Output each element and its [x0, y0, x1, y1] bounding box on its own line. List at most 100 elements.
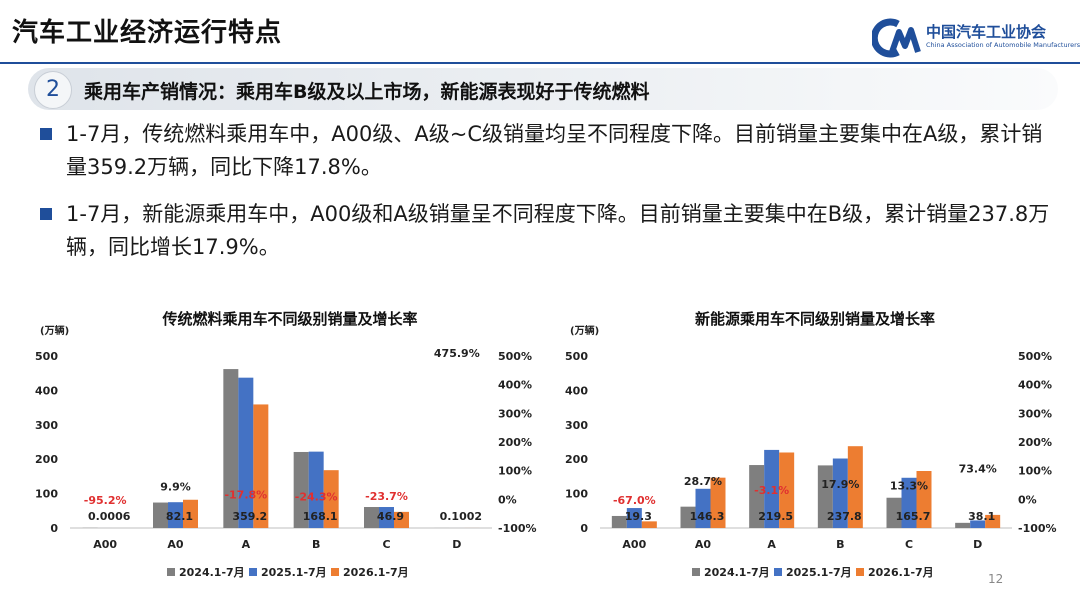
bar-2026.1-7月: [916, 470, 932, 528]
x-tick-label: B: [312, 538, 320, 551]
growth-label: 73.4%: [959, 462, 997, 475]
growth-label: -23.7%: [365, 490, 408, 503]
chart-traditional-fuel: 传统燃料乘用车不同级别销量及增长率 (万辆) 0 100 200 300 400 500 -10…: [30, 298, 550, 588]
bar-2024.1-7月: [153, 502, 168, 528]
bullet-square-icon: [40, 128, 52, 140]
legend-swatch: [774, 568, 782, 576]
header-divider: [0, 62, 1080, 64]
bar-2025.1-7月: [832, 458, 848, 528]
bar-2024.1-7月: [364, 507, 379, 528]
section-title: 乘用车产销情况：乘用车B级及以上市场，新能源表现好于传统燃料: [84, 81, 650, 103]
legend-label: 2025.1-7月: [261, 566, 327, 579]
section-banner: [28, 68, 1058, 110]
y2-tick-label: 500%: [498, 350, 532, 363]
value-label: 359.2: [232, 510, 267, 523]
logo-text-en: China Association of Automobile Manufact…: [926, 41, 1080, 49]
value-label: 146.3: [690, 510, 725, 523]
bar-2026.1-7月: [847, 446, 863, 528]
legend-swatch: [167, 568, 175, 576]
logo: 中国汽车工业协会 China Association of Automobile…: [872, 16, 1080, 60]
growth-label: -67.0%: [613, 494, 656, 507]
y-tick-label: 0: [580, 522, 588, 535]
y2-tick-label: 0%: [1018, 493, 1037, 506]
x-tick-label: A00: [622, 538, 646, 551]
bar-2026.1-7月: [323, 470, 339, 528]
growth-label: 17.9%: [821, 478, 859, 491]
bar-2024.1-7月: [817, 465, 833, 528]
y-tick-label: 500: [35, 350, 58, 363]
legend-label: 2024.1-7月: [704, 566, 770, 579]
bar-2025.1-7月: [695, 488, 711, 528]
x-tick-label: C: [905, 538, 913, 551]
growth-label: 13.3%: [890, 480, 928, 493]
bar-2026.1-7月: [985, 514, 1001, 528]
y2-tick-label: 200%: [498, 436, 532, 449]
bar-2026.1-7月: [394, 511, 409, 528]
y-axis-unit: (万辆): [40, 324, 69, 337]
x-tick-label: A0: [695, 538, 712, 551]
y2-tick-label: 0%: [498, 493, 517, 506]
legend-swatch: [249, 568, 257, 576]
value-label: 165.7: [896, 510, 931, 523]
growth-label: -95.2%: [84, 494, 127, 507]
value-label: 168.1: [303, 510, 338, 523]
legend-swatch: [331, 568, 339, 576]
y2-tick-label: -100%: [498, 522, 537, 535]
bar-2025.1-7月: [970, 520, 986, 528]
growth-label: 28.7%: [684, 475, 722, 488]
y2-tick-label: 500%: [1018, 350, 1052, 363]
value-label: 46.9: [377, 510, 404, 523]
bar-2025.1-7月: [901, 477, 917, 528]
y2-tick-label: 300%: [498, 407, 532, 420]
y-tick-label: 200: [565, 453, 588, 466]
bar-2024.1-7月: [886, 497, 902, 528]
bar-2024.1-7月: [293, 451, 309, 528]
growth-label: 9.9%: [160, 480, 191, 493]
bar-2025.1-7月: [626, 508, 642, 528]
bar-2025.1-7月: [308, 451, 324, 528]
chart-title: 新能源乘用车不同级别销量及增长率: [695, 310, 935, 328]
bar-2026.1-7月: [779, 452, 795, 528]
y-tick-label: 300: [565, 419, 588, 432]
y2-tick-label: -100%: [1018, 522, 1057, 535]
bar-2024.1-7月: [955, 522, 971, 528]
chart-traditional-fuel-svg: 传统燃料乘用车不同级别销量及增长率 (万辆) 0 100 200 300 400 500 -10…: [35, 310, 537, 579]
value-label: 38.1: [968, 510, 995, 523]
bar-2026.1-7月: [710, 477, 726, 528]
bullet-item: 1-7月，新能源乘用车中，A00级和A级销量呈不同程度下降。目前销量主要集中在B…: [40, 198, 1050, 264]
x-tick-label: A: [767, 538, 776, 551]
legend-label: 2024.1-7月: [179, 566, 245, 579]
bar-2024.1-7月: [749, 465, 765, 528]
y2-tick-label: 100%: [498, 465, 532, 478]
y-tick-label: 100: [35, 488, 58, 501]
y2-tick-label: 200%: [1018, 436, 1052, 449]
legend-label: 2025.1-7月: [786, 566, 852, 579]
chart-new-energy: 新能源乘用车不同级别销量及增长率 (万辆) 0 100 200 300 400 500 -100…: [560, 298, 1070, 588]
value-label: 219.5: [758, 510, 793, 523]
value-label: 237.8: [827, 510, 862, 523]
y2-tick-label: 400%: [1018, 379, 1052, 392]
x-tick-label: A0: [167, 538, 184, 551]
bar-2024.1-7月: [223, 369, 239, 528]
value-label: 19.3: [625, 510, 652, 523]
bullet-text: 1-7月，新能源乘用车中，A00级和A级销量呈不同程度下降。目前销量主要集中在B…: [66, 202, 1050, 259]
y-tick-label: 100: [565, 488, 588, 501]
page-number: 12: [988, 572, 1004, 586]
chart-new-energy-svg: 新能源乘用车不同级别销量及增长率 (万辆) 0 100 200 300 400 500 -100…: [565, 310, 1057, 579]
growth-label: 475.9%: [434, 347, 480, 360]
bullet-square-icon: [40, 208, 52, 220]
legend-label: 2026.1-7月: [868, 566, 934, 579]
bullet-item: 1-7月，传统燃料乘用车中，A00级、A级~C级销量均呈不同程度下降。目前销量主…: [40, 118, 1050, 184]
chart-title: 传统燃料乘用车不同级别销量及增长率: [161, 310, 417, 328]
x-tick-label: D: [452, 538, 461, 551]
legend-swatch: [856, 568, 864, 576]
x-tick-label: A00: [93, 538, 117, 551]
y-tick-label: 300: [35, 419, 58, 432]
growth-label: -17.8%: [224, 488, 267, 501]
section-number: 2: [34, 71, 72, 109]
bar-2025.1-7月: [168, 502, 183, 528]
bar-2026.1-7月: [183, 499, 198, 528]
logo-text-cn: 中国汽车工业协会: [926, 23, 1047, 41]
y2-tick-label: 300%: [1018, 407, 1052, 420]
bar-2025.1-7月: [238, 377, 254, 528]
